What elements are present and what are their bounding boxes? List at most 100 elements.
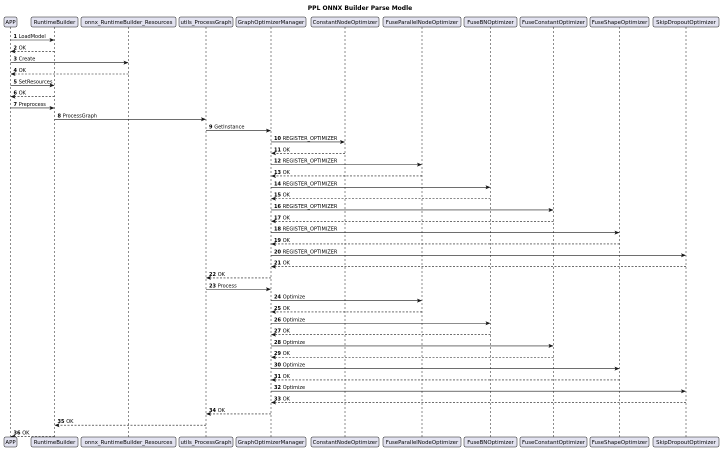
message: 22 OK [206, 272, 271, 280]
participant-top: FuseConstantOptimizer [519, 16, 588, 28]
participant-label: onnx_RuntimeBuilder_Resources [85, 20, 173, 26]
message-label: 30 Optimize [274, 363, 305, 369]
message-label: 2 OK [14, 45, 27, 51]
message-number: 15 [274, 193, 283, 199]
participant-bottom: APP [3, 436, 18, 448]
message-label: 20 REGISTER_OPTIMIZER [274, 249, 338, 255]
participant-box [235, 16, 307, 28]
arrowhead [271, 355, 276, 360]
arrowhead [10, 71, 16, 76]
message-number: 21 [274, 261, 283, 267]
message-number: 9 [209, 125, 214, 131]
participant-label: FuseParallelNodeOptimizer [386, 20, 459, 26]
arrowhead [10, 49, 16, 54]
message: 21 OK [271, 261, 686, 269]
arrowhead [10, 94, 16, 99]
participant-label: RuntimeBuilder [34, 20, 76, 26]
message-number: 34 [209, 408, 218, 414]
message-label: 14 REGISTER_OPTIMIZER [274, 181, 338, 187]
message-number: 33 [274, 397, 283, 403]
message-number: 12 [274, 159, 283, 165]
participant-label: GraphOptimizerManager [238, 20, 305, 26]
message-text: OK [19, 68, 27, 74]
message-number: 24 [274, 295, 283, 301]
message-text: OK [19, 91, 27, 97]
participant-top: RuntimeBuilder [30, 16, 79, 28]
message-label: 22 OK [209, 272, 226, 278]
message-text: OK [22, 431, 30, 437]
message-text: OK [218, 408, 226, 414]
participant-label: utils_ProcessGraph [180, 20, 231, 26]
participant-box [178, 16, 234, 28]
message-number: 8 [58, 113, 63, 119]
arrowhead [417, 298, 422, 303]
participant-box [589, 16, 650, 28]
message: 31 OK [271, 374, 620, 382]
participant-bottom: ConstantNodeOptimizer [310, 436, 380, 448]
message: 20 REGISTER_OPTIMIZER [271, 249, 686, 258]
participant-bottom: FuseParallelNodeOptimizer [382, 436, 462, 448]
participant-box [30, 16, 79, 28]
message: 25 OK [271, 306, 422, 314]
arrowhead [548, 207, 554, 212]
message-text: Process [218, 283, 237, 289]
arrowhead [271, 241, 276, 246]
message: 10 REGISTER_OPTIMIZER [271, 136, 345, 144]
arrowhead [614, 230, 620, 235]
message-text: OK [283, 329, 291, 335]
message: 6 OK [10, 91, 55, 99]
participant-top: SkipDropoutOptimizer [652, 16, 720, 28]
message-text: Preprocess [19, 102, 47, 108]
message-number: 3 [14, 57, 19, 63]
arrowhead [271, 309, 276, 314]
participant-label: FuseShapeOptimizer [592, 440, 648, 446]
participant-box [652, 436, 720, 448]
message-number: 17 [274, 215, 283, 221]
message-label: 24 Optimize [274, 295, 305, 301]
message-label: 5 SetResources [14, 79, 53, 85]
message-label: 9 GetInstance [209, 125, 244, 131]
message: 1 LoadModel [10, 34, 55, 42]
message-label: 26 Optimize [274, 317, 305, 323]
participant-label: FuseConstantOptimizer [522, 440, 586, 446]
message-label: 8 ProcessGraph [58, 113, 98, 119]
message-number: 2 [14, 45, 19, 51]
participant-box [235, 436, 307, 448]
participant-box [382, 436, 462, 448]
message-label: 36 OK [14, 431, 31, 437]
participant-box [178, 436, 234, 448]
message-label: 16 REGISTER_OPTIMIZER [274, 204, 338, 210]
participant-label: FuseParallelNodeOptimizer [386, 440, 459, 446]
message: 27 OK [271, 329, 491, 337]
participant-label: SkipDropoutOptimizer [656, 440, 716, 446]
arrowhead [271, 196, 276, 201]
participant-bottom: SkipDropoutOptimizer [652, 436, 720, 448]
participant-box [519, 16, 588, 28]
message-number: 25 [274, 306, 283, 312]
arrowhead [271, 151, 276, 156]
arrowhead [271, 332, 276, 337]
participant-box [463, 436, 518, 448]
arrowhead [681, 253, 686, 258]
message: 18 REGISTER_OPTIMIZER [271, 227, 620, 235]
message-number: 5 [14, 79, 19, 85]
message-label: 33 OK [274, 397, 291, 403]
message: 19 OK [271, 238, 620, 246]
message-text: OK [283, 170, 291, 176]
message: 3 Create [10, 57, 129, 65]
message-text: OK [283, 238, 291, 244]
message-text: OK [283, 261, 291, 267]
message: 24 Optimize [271, 295, 422, 303]
participant-bottom: FuseBNOptimizer [463, 436, 518, 448]
participant-bottom: FuseShapeOptimizer [589, 436, 650, 448]
message-label: 25 OK [274, 306, 291, 312]
message-label: 28 Optimize [274, 340, 305, 346]
diagram-title: PPL ONNX Builder Parse Modle [308, 5, 412, 12]
participant-label: FuseBNOptimizer [467, 440, 514, 446]
message: 32 Optimize [271, 385, 686, 394]
message-label: 27 OK [274, 329, 291, 335]
message-number: 28 [274, 340, 283, 346]
participant-box [589, 436, 650, 448]
message-label: 6 OK [14, 91, 27, 97]
